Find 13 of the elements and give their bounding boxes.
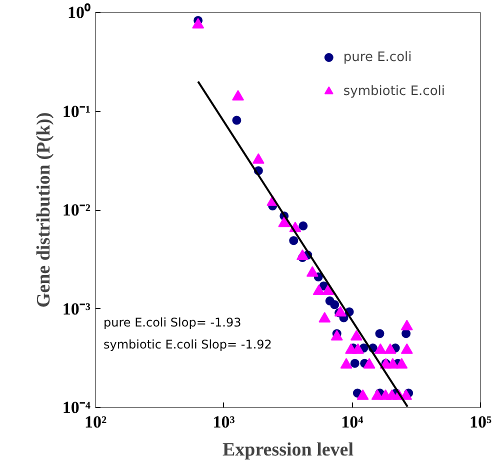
y-axis-title: Gene distribution (P(k)) bbox=[33, 112, 54, 308]
x-axis-title: Expression level bbox=[222, 440, 354, 460]
y-tick-label: 10⁰ bbox=[68, 3, 90, 22]
annotation: symbiotic E.coli Slop= -1.92 bbox=[104, 338, 272, 352]
legend-label: pure E.coli bbox=[343, 50, 412, 64]
annotation: pure E.coli Slop= -1.93 bbox=[104, 316, 242, 330]
y-tick-label: 10⁻³ bbox=[62, 299, 91, 318]
y-tick-label: 10⁻¹ bbox=[62, 102, 91, 121]
y-tick-label: 10⁻² bbox=[62, 200, 91, 220]
x-tick-label: 10³ bbox=[212, 412, 235, 432]
x-tick-label: 10⁴ bbox=[341, 412, 364, 432]
legend-label: symbiotic E.coli bbox=[343, 84, 445, 98]
x-tick-label: 10⁵ bbox=[469, 412, 492, 432]
